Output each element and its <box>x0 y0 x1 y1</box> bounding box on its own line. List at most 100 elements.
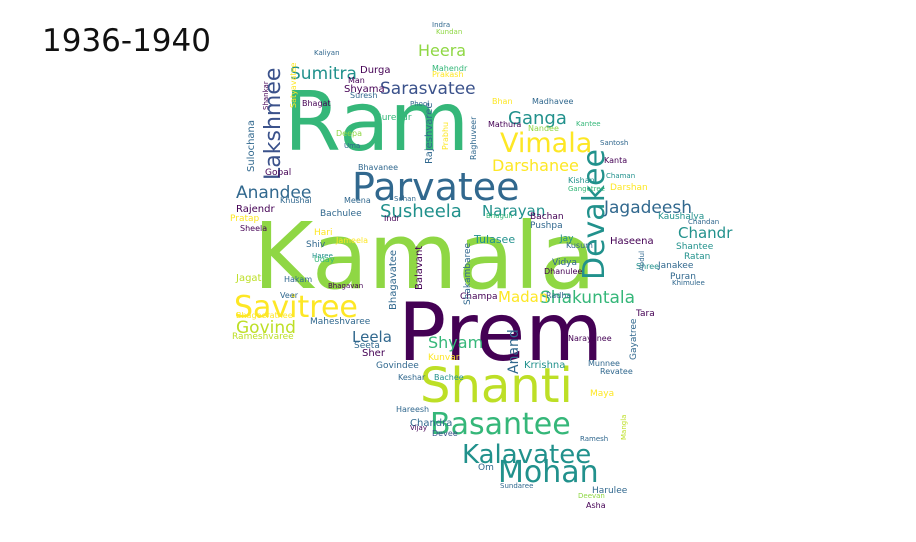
word-tulasee: Tulasee <box>473 233 515 246</box>
word-ganga: Ganga <box>508 108 567 129</box>
word-chandan: Chandan <box>688 218 719 226</box>
word-chandra: Chandra <box>410 418 452 429</box>
word-sulochana: Sulochana <box>246 120 257 172</box>
word-kaliyan: Kaliyan <box>314 49 340 57</box>
word-lakshmee: Lakshmee <box>261 68 286 180</box>
word-vidya: Vidya <box>552 258 577 268</box>
word-radha: Radha <box>546 291 571 300</box>
word-hareesh: Hareesh <box>396 405 429 414</box>
word-indr: Indr <box>384 214 401 223</box>
word-shakambaree: Shakambaree <box>463 242 473 305</box>
word-uday: Uday <box>314 255 335 264</box>
word-puran: Puran <box>670 272 696 282</box>
word-ramesh: Ramesh <box>580 435 608 443</box>
word-sohan: Sohan <box>394 195 416 203</box>
word-govind: Govind <box>236 318 296 338</box>
word-kusum: Kusum <box>566 241 593 250</box>
word-kishan: Kishan <box>568 176 595 185</box>
word-shree: Shree <box>636 262 659 271</box>
word-shantee: Shantee <box>676 242 714 252</box>
word-basantee: Basantee <box>430 407 571 442</box>
word-veer: Veer <box>280 291 299 300</box>
word-bachee: Bachee <box>434 373 464 382</box>
word-shyama: Shyama <box>344 84 385 95</box>
word-deepa: Deepa <box>336 129 362 138</box>
word-bhagavan: Bhagavan <box>328 282 363 290</box>
word-susheela: Susheela <box>380 201 462 222</box>
word-haree: Haree <box>312 252 333 260</box>
word-prakash: Prakash <box>432 70 464 79</box>
word-sheela: Sheela <box>240 224 267 233</box>
word-bhagat: Bhagat <box>302 99 331 108</box>
word-janakee: Janakee <box>657 261 694 271</box>
word-abdul: Abdul <box>638 251 646 271</box>
word-khushal: Khushal <box>280 196 312 205</box>
word-prabhu: Prabhu <box>441 122 450 150</box>
word-heera: Heera <box>418 41 466 60</box>
word-rajendr: Rajendr <box>236 204 275 215</box>
word-kaushalya: Kaushalya <box>658 212 704 222</box>
word-devakee: Devakee <box>577 149 612 280</box>
word-durga: Durga <box>360 65 390 76</box>
word-meena: Meena <box>344 196 371 205</box>
word-balavant: Balavant <box>414 246 425 290</box>
word-mangla: Mangla <box>620 415 628 440</box>
word-shankar: Shankar <box>262 81 270 110</box>
word-krrishna: Krrishna <box>524 360 565 371</box>
word-santosh: Santosh <box>600 139 628 147</box>
word-pushpa: Pushpa <box>530 221 563 231</box>
word-kantee: Kantee <box>576 120 601 128</box>
word-shiv: Shiv <box>306 240 326 250</box>
word-mathura: Mathura <box>488 120 521 129</box>
word-keshar: Keshar <box>398 373 426 382</box>
word-bhan: Bhan <box>492 97 513 106</box>
word-shyam: Shyam <box>428 333 483 352</box>
word-pratap: Pratap <box>230 214 260 224</box>
word-raghuveer: Raghuveer <box>469 116 478 160</box>
word-mahendr: Mahendr <box>432 64 468 73</box>
word-uma: Uma <box>344 142 360 150</box>
word-devee: Devee <box>432 429 458 438</box>
word-bhageerathee: Bhageerathee <box>236 311 293 320</box>
word-shanti: Shanti <box>420 358 573 414</box>
word-anandee: Anandee <box>236 183 311 203</box>
word-rameshvaree: Rameshvaree <box>232 332 294 342</box>
word-deevan: Deevan <box>578 492 605 500</box>
word-tara: Tara <box>635 309 655 319</box>
word-gopal: Gopal <box>265 168 291 178</box>
word-savitree: Savitree <box>234 290 358 325</box>
page-title: 1936-1940 <box>42 23 211 59</box>
word-asha: Asha <box>586 501 606 510</box>
word-hakam: Hakam <box>284 275 312 284</box>
word-ratan: Ratan <box>684 252 710 262</box>
word-shakuntala: Shakuntala <box>540 288 635 308</box>
word-govindee: Govindee <box>376 361 419 371</box>
word-sarasvatee: Sarasvatee <box>380 79 476 99</box>
word-seeta: Seeta <box>354 341 380 351</box>
word-prem: Prem <box>398 286 603 379</box>
word-chaman: Chaman <box>606 172 635 180</box>
word-haseena: Haseena <box>610 236 654 247</box>
word-gangotree: Gangotree <box>568 185 605 193</box>
word-surendr: Surendr <box>376 113 412 123</box>
word-narayanee: Narayanee <box>568 334 612 343</box>
word-bachan: Bachan <box>530 212 564 222</box>
word-satyavatee: Satyavatee <box>289 63 298 108</box>
word-jagadeesh: Jagadeesh <box>603 198 692 218</box>
word-bachulee: Bachulee <box>320 209 362 219</box>
word-anand: Anand <box>506 329 522 374</box>
word-champa: Champa <box>460 292 498 302</box>
word-jay: Jay <box>559 234 574 244</box>
word-rajeshvaree: Rajeshvaree <box>424 102 435 164</box>
word-dhanulee: Dhanulee <box>544 267 582 276</box>
word-narayan: Narayan <box>482 202 545 220</box>
word-kundan: Kundan <box>436 28 462 36</box>
word-phool: Phool <box>410 100 429 108</box>
word-gayatree: Gayatree <box>629 318 639 360</box>
word-jameela: Jameela <box>335 236 368 245</box>
word-darshanee: Darshanee <box>492 156 579 175</box>
word-sher: Sher <box>362 348 386 359</box>
word-leela: Leela <box>352 328 392 346</box>
word-munnee: Munnee <box>588 359 620 368</box>
